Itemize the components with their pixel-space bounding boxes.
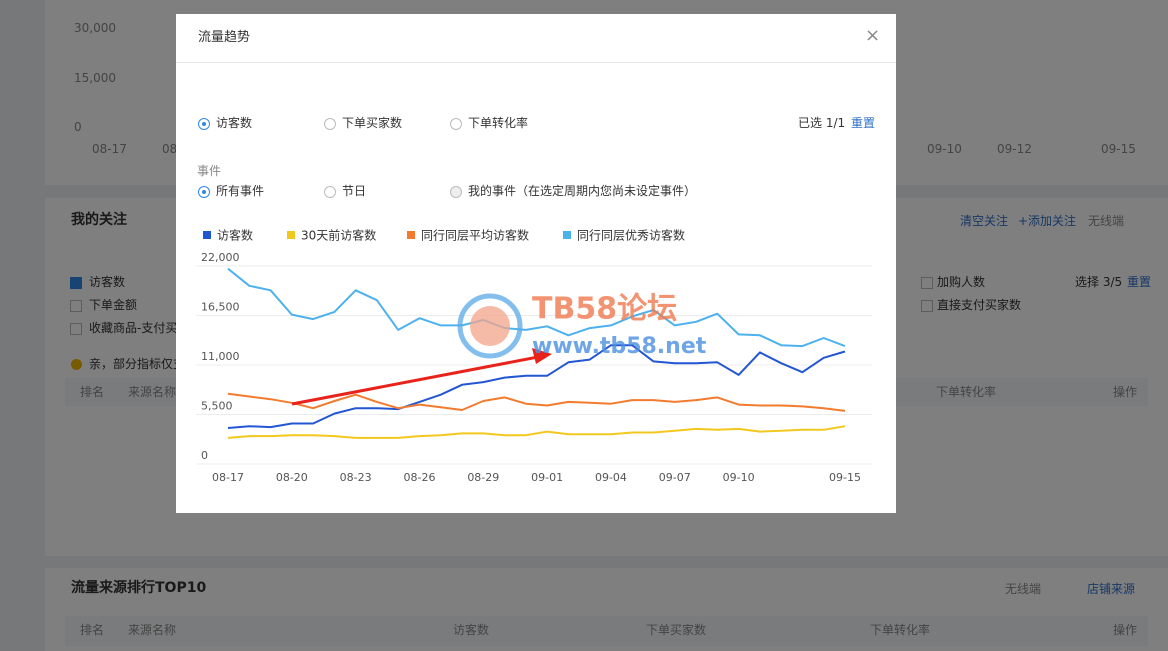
metric-option[interactable]: 访客数 xyxy=(216,116,253,130)
modal: 流量趋势 × 访客数 下单买家数 下单转化率 已选 1/1 重置 事件 所有事件… xyxy=(176,14,896,513)
metric-option[interactable]: 下单转化率 xyxy=(468,116,529,130)
reset-link[interactable]: 重置 xyxy=(851,116,876,130)
close-button[interactable]: × xyxy=(865,25,881,46)
divider xyxy=(176,62,896,63)
radio[interactable] xyxy=(324,186,336,198)
metric-option[interactable]: 下单买家数 xyxy=(342,116,403,130)
radio[interactable] xyxy=(198,186,210,198)
event-option[interactable]: 所有事件 xyxy=(216,184,265,198)
modal-title: 流量趋势 xyxy=(198,30,251,45)
radio xyxy=(450,186,462,198)
selected-count: 已选 1/1 xyxy=(798,116,846,130)
radio[interactable] xyxy=(450,118,462,130)
radio[interactable] xyxy=(324,118,336,130)
event-label: 事件 xyxy=(197,164,222,178)
event-option[interactable]: 节日 xyxy=(342,184,367,198)
event-option: 我的事件（在选定周期内您尚未设定事件） xyxy=(468,184,697,198)
radio[interactable] xyxy=(198,118,210,130)
